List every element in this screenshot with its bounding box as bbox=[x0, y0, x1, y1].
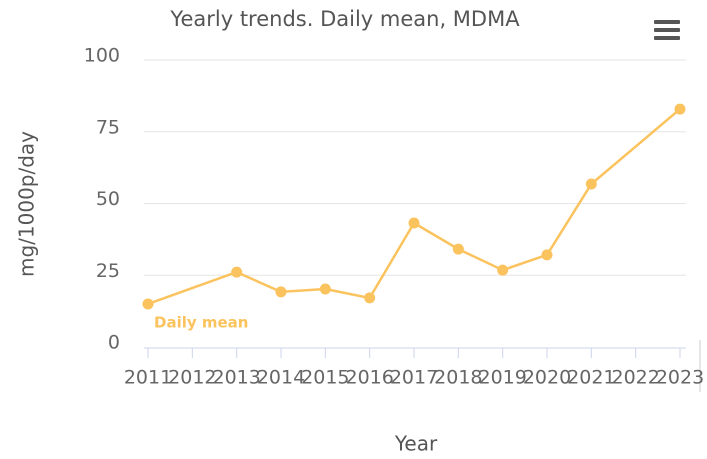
x-axis-label: Year bbox=[394, 432, 438, 456]
y-axis-label: mg/1000p/day bbox=[15, 131, 39, 277]
x-tick-label: 2013 bbox=[212, 367, 260, 389]
x-tick-label: 2018 bbox=[434, 367, 482, 389]
y-tick-label: 25 bbox=[96, 260, 120, 282]
x-tick-label: 2015 bbox=[301, 367, 349, 389]
point bbox=[585, 178, 597, 190]
x-tick-label: 2019 bbox=[478, 367, 526, 389]
point bbox=[364, 292, 376, 304]
series-line bbox=[147, 108, 681, 306]
point bbox=[452, 243, 464, 255]
point bbox=[497, 264, 509, 276]
y-tick-label: 100 bbox=[84, 45, 120, 67]
point bbox=[408, 217, 420, 229]
point bbox=[142, 298, 154, 310]
series-label: Daily mean bbox=[154, 313, 248, 331]
x-tick-label: 2023 bbox=[656, 367, 704, 389]
y-tick-label: 75 bbox=[96, 116, 120, 138]
point bbox=[231, 266, 243, 278]
menu-bar bbox=[654, 36, 680, 40]
x-tick-label: 2012 bbox=[168, 367, 216, 389]
y-tick-label: 50 bbox=[96, 188, 120, 210]
x-tick-label: 2022 bbox=[611, 367, 659, 389]
point bbox=[674, 103, 686, 115]
point bbox=[319, 283, 331, 295]
menu-bar bbox=[654, 20, 680, 24]
menu-button[interactable] bbox=[654, 20, 680, 40]
x-tick-label: 2017 bbox=[390, 367, 438, 389]
point bbox=[275, 286, 287, 298]
x-tick-label: 2021 bbox=[567, 367, 615, 389]
y-tick-label: 0 bbox=[108, 332, 120, 354]
menu-bar bbox=[654, 28, 680, 32]
x-tick-label: 2011 bbox=[124, 367, 172, 389]
x-tick-label: 2014 bbox=[257, 367, 305, 389]
point bbox=[541, 249, 553, 261]
chart-title: Yearly trends. Daily mean, MDMA bbox=[169, 7, 520, 31]
x-tick-label: 2020 bbox=[523, 367, 571, 389]
x-tick-label: 2016 bbox=[345, 367, 393, 389]
